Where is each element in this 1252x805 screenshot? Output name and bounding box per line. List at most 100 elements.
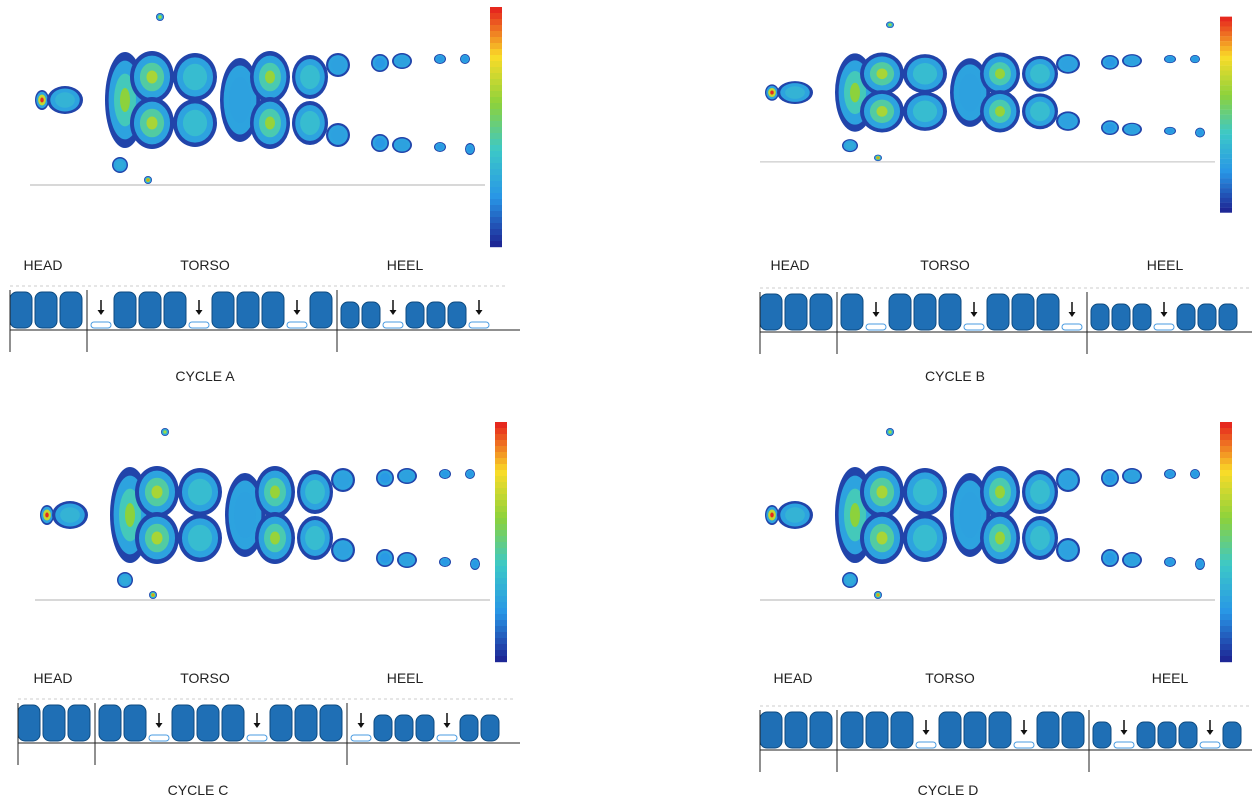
color-scale-step	[490, 199, 502, 206]
color-scale-step	[1220, 434, 1232, 441]
color-scale-step	[495, 626, 507, 633]
pressure-zone-inner	[1166, 471, 1174, 477]
color-scale-step	[490, 127, 502, 134]
pressure-zone-peak	[45, 512, 49, 518]
color-scale-step	[490, 121, 502, 128]
inflated-cell	[459, 714, 479, 742]
pressure-zone-inner	[1192, 56, 1198, 62]
inflated-cell	[1157, 721, 1177, 749]
pressure-heatmap	[30, 7, 502, 248]
pressure-zone-inner	[401, 471, 413, 481]
inflated-cell	[9, 291, 33, 329]
inflated-cell	[1197, 303, 1217, 331]
color-scale-step	[490, 133, 502, 140]
color-scale-step	[490, 115, 502, 122]
color-scale-step	[490, 235, 502, 242]
arrow-head-icon	[293, 310, 301, 315]
color-scale-step	[1220, 452, 1232, 459]
inflated-cell	[67, 704, 91, 742]
arrow-head-icon	[389, 310, 397, 315]
pressure-zone-inner	[1126, 471, 1138, 481]
pressure-zone-peak	[164, 431, 166, 433]
color-scale-step	[1220, 158, 1232, 164]
color-scale-step	[495, 584, 507, 591]
color-scale-step	[1220, 114, 1232, 120]
color-scale-step	[490, 61, 502, 68]
inflated-cell	[1111, 303, 1131, 331]
color-scale-step	[495, 500, 507, 507]
color-scale-step	[1220, 476, 1232, 483]
color-scale-step	[495, 632, 507, 639]
color-scale-step	[1220, 602, 1232, 609]
head-label: HEAD	[23, 257, 63, 273]
pressure-zone-peak	[876, 106, 888, 117]
arrow-head-icon	[872, 312, 880, 317]
color-scale-step	[1220, 590, 1232, 597]
color-scale-step	[495, 452, 507, 459]
inflated-cell	[17, 704, 41, 742]
pressure-zone-inner	[336, 543, 350, 557]
inflated-cell	[1218, 303, 1238, 331]
pressure-zone-peak	[265, 70, 275, 84]
color-scale-step	[490, 163, 502, 170]
pressure-zone-inner	[182, 63, 208, 91]
color-scale-step	[1220, 163, 1232, 169]
color-scale-step	[490, 13, 502, 20]
pressure-zone-inner	[785, 86, 805, 99]
arrow-head-icon	[253, 723, 261, 728]
color-scale-step	[1220, 85, 1232, 91]
color-scale-step	[1220, 119, 1232, 125]
color-scale-step	[1220, 129, 1232, 135]
cycle-label: CYCLE D	[917, 782, 979, 798]
color-scale-step	[495, 548, 507, 555]
color-scale-step	[1220, 614, 1232, 621]
pressure-zone-inner	[396, 140, 408, 150]
inflated-cell	[394, 714, 414, 742]
color-scale-step	[1220, 446, 1232, 453]
color-scale-step	[490, 181, 502, 188]
pressure-zone-inner	[336, 473, 350, 487]
color-scale-step	[495, 470, 507, 477]
pressure-zone-inner	[1126, 57, 1138, 65]
color-scale-step	[495, 650, 507, 657]
pressure-zone-inner	[380, 473, 390, 483]
inflated-cell	[1036, 711, 1060, 749]
cycle-label: CYCLE C	[167, 782, 229, 798]
inflated-cell	[809, 711, 833, 749]
color-scale-step	[1220, 650, 1232, 657]
inflated-cell	[865, 711, 889, 749]
pressure-zone-inner	[959, 73, 981, 112]
color-scale-step	[1220, 31, 1232, 37]
color-scale-step	[495, 512, 507, 519]
heel-label: HEEL	[1151, 670, 1189, 686]
cycle-d-panel: HEAD TORSO HEEL CYCLE D	[750, 405, 1252, 805]
color-scale-step	[1220, 596, 1232, 603]
pressure-heatmap	[35, 422, 507, 663]
inflated-cell	[42, 704, 66, 742]
deflated-cell	[865, 323, 887, 331]
pressure-zone-inner	[55, 92, 75, 108]
color-scale-step	[1220, 572, 1232, 579]
pressure-zone-inner	[1030, 525, 1050, 551]
deflated-cell	[915, 741, 937, 749]
color-scale-step	[1220, 124, 1232, 130]
color-scale-step	[495, 602, 507, 609]
pressure-zone-peak	[770, 512, 774, 518]
inflated-cell	[784, 711, 808, 749]
inflated-cell	[294, 704, 318, 742]
pressure-zone-peak	[995, 68, 1005, 80]
pressure-zone-inner	[1166, 56, 1174, 62]
inflated-cell	[98, 704, 122, 742]
pressure-zone-peak	[889, 23, 891, 26]
pressure-map	[35, 422, 507, 663]
inflated-cell	[963, 711, 987, 749]
arrow-head-icon	[195, 310, 203, 315]
color-scale-step	[1220, 46, 1232, 52]
color-scale-step	[1220, 512, 1232, 519]
pressure-zone-peak	[146, 70, 158, 84]
inflated-cell	[1222, 721, 1242, 749]
pressure-zone-inner	[1105, 473, 1115, 483]
color-scale-step	[1220, 95, 1232, 101]
pressure-zone-inner	[229, 76, 251, 124]
pressure-zone-inner	[1105, 58, 1115, 67]
